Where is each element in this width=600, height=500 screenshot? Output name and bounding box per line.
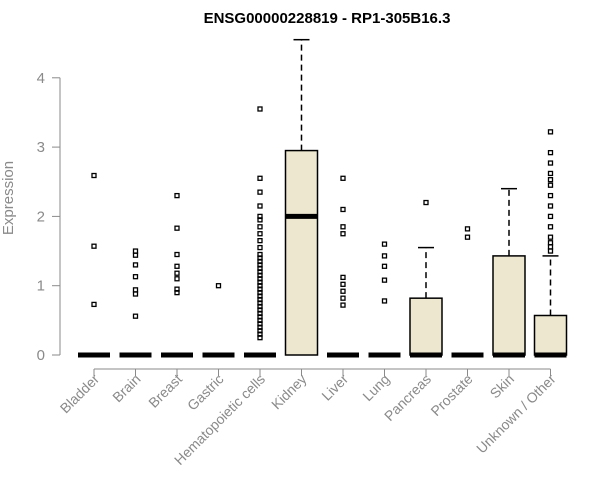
outlier-point bbox=[340, 224, 346, 230]
x-tick-label: Prostate bbox=[427, 371, 475, 419]
iqr-box bbox=[284, 149, 319, 356]
outlier-point bbox=[381, 253, 388, 259]
iqr-box bbox=[492, 255, 526, 356]
outlier-point bbox=[174, 286, 180, 292]
outlier-point bbox=[257, 175, 263, 181]
box-breast bbox=[161, 192, 193, 358]
box-bladder bbox=[78, 172, 110, 358]
outlier-point bbox=[547, 170, 554, 177]
outlier-point bbox=[91, 172, 97, 179]
outlier-point bbox=[174, 276, 180, 282]
outlier-point bbox=[340, 295, 346, 301]
outlier-point bbox=[257, 238, 263, 244]
box-brain bbox=[119, 248, 152, 358]
outlier-point bbox=[340, 281, 346, 287]
outlier-point bbox=[174, 225, 180, 231]
outlier-point bbox=[174, 263, 180, 269]
outlier-point bbox=[132, 313, 139, 319]
box-skin bbox=[492, 187, 526, 358]
outlier-point bbox=[174, 251, 180, 258]
x-tick-label: Unknown / Other bbox=[473, 371, 559, 457]
outlier-point bbox=[547, 240, 554, 246]
outlier-point bbox=[464, 234, 471, 240]
y-tick-label: 2 bbox=[37, 208, 45, 225]
outlier-point bbox=[547, 244, 554, 250]
outlier-point bbox=[381, 298, 388, 304]
outlier-point bbox=[340, 231, 346, 237]
outlier-point bbox=[257, 203, 263, 209]
outlier-point bbox=[547, 182, 554, 188]
outlier-point bbox=[132, 262, 139, 268]
x-tick-label: Bladder bbox=[57, 371, 103, 417]
outlier-point bbox=[547, 160, 554, 166]
outlier-point bbox=[257, 213, 263, 220]
outlier-point bbox=[257, 231, 263, 237]
outlier-point bbox=[547, 248, 554, 254]
outlier-point bbox=[132, 274, 139, 280]
outlier-point bbox=[340, 206, 346, 213]
outlier-point bbox=[257, 251, 263, 258]
outlier-point bbox=[381, 263, 388, 269]
outlier-point bbox=[257, 224, 263, 230]
iqr-box bbox=[533, 314, 568, 356]
outlier-point bbox=[547, 224, 554, 230]
outlier-point bbox=[464, 226, 471, 232]
outlier-point bbox=[381, 277, 388, 283]
outlier-point bbox=[547, 129, 554, 135]
outlier-point bbox=[91, 301, 97, 308]
outlier-point bbox=[340, 288, 346, 294]
box-liver bbox=[327, 175, 359, 358]
x-tick-label: Breast bbox=[145, 371, 185, 411]
x-tick-label: Lung bbox=[359, 371, 392, 404]
x-tick-label: Kidney bbox=[268, 371, 310, 413]
outlier-point bbox=[340, 302, 346, 308]
outlier-point bbox=[381, 241, 388, 247]
outlier-point bbox=[547, 234, 554, 240]
y-tick-label: 0 bbox=[37, 347, 45, 364]
box-lung bbox=[368, 241, 401, 358]
box-pancreas bbox=[409, 199, 443, 358]
box-hematopoietic-cells bbox=[244, 106, 276, 358]
outlier-point bbox=[423, 199, 429, 206]
box-kidney bbox=[284, 38, 319, 356]
outlier-point bbox=[547, 213, 554, 220]
outlier-point bbox=[257, 189, 263, 195]
outlier-point bbox=[340, 175, 346, 181]
boxes-layer bbox=[78, 38, 568, 358]
outlier-point bbox=[132, 291, 139, 297]
outlier-point bbox=[257, 106, 263, 112]
box-gastric bbox=[202, 283, 235, 358]
outlier-point bbox=[132, 252, 139, 258]
outlier-point bbox=[215, 283, 222, 289]
box-unknown-other bbox=[533, 129, 568, 358]
outlier-point bbox=[174, 192, 180, 199]
y-tick-label: 1 bbox=[37, 278, 45, 295]
outlier-point bbox=[174, 270, 180, 276]
outlier-point bbox=[91, 243, 97, 249]
box-prostate bbox=[451, 226, 484, 358]
x-tick-label: Skin bbox=[487, 371, 518, 402]
x-tick-label: Brain bbox=[109, 371, 143, 405]
axes: 0 1 2 3 4 bbox=[37, 70, 551, 376]
outlier-point bbox=[547, 177, 554, 183]
y-tick-label: 3 bbox=[37, 139, 45, 156]
outlier-point bbox=[547, 203, 554, 209]
y-tick-label: 4 bbox=[37, 70, 45, 87]
outlier-point bbox=[340, 274, 346, 281]
outlier-point bbox=[547, 192, 554, 199]
chart-title: ENSG00000228819 - RP1-305B16.3 bbox=[204, 10, 451, 27]
outlier-point bbox=[257, 244, 263, 251]
x-tick-label: Liver bbox=[318, 371, 351, 404]
outlier-point bbox=[547, 149, 554, 156]
y-axis-label: Expression bbox=[0, 161, 17, 235]
iqr-box bbox=[409, 297, 443, 356]
outlier-point bbox=[132, 248, 139, 254]
outlier-point bbox=[132, 287, 139, 293]
